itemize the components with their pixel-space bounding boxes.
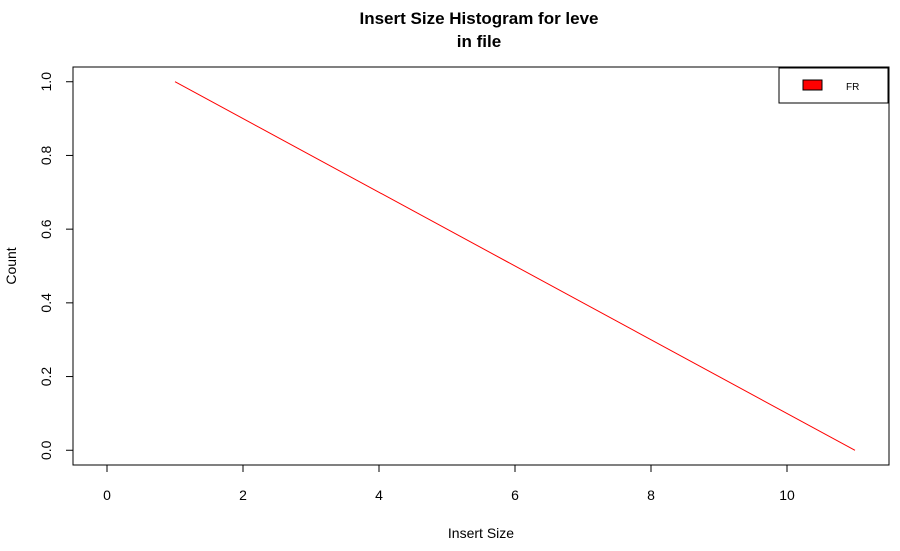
chart-title-line2: in file xyxy=(457,32,501,51)
x-tick-label: 8 xyxy=(647,487,655,503)
legend-box xyxy=(778,67,889,104)
y-axis: 0.0 0.2 0.4 0.6 0.8 1.0 xyxy=(38,72,74,460)
y-tick-label: 0.6 xyxy=(38,219,54,239)
y-axis-label: Count xyxy=(3,247,19,284)
legend-label-fr: FR xyxy=(846,82,859,93)
x-tick-label: 10 xyxy=(779,487,795,503)
series-layer xyxy=(174,81,856,451)
plot-area-frame xyxy=(72,66,890,466)
x-tick-label: 0 xyxy=(103,487,111,503)
legend: FR xyxy=(778,67,889,104)
x-tick-label: 4 xyxy=(375,487,383,503)
series-line-fr xyxy=(174,81,856,451)
y-tick-label: 0.0 xyxy=(38,440,54,460)
y-tick-label: 1.0 xyxy=(38,72,54,92)
y-tick-label: 0.4 xyxy=(38,293,54,313)
x-axis-label: Insert Size xyxy=(448,525,514,541)
x-tick-label: 2 xyxy=(239,487,247,503)
legend-swatch-fr xyxy=(802,79,823,91)
y-tick-label: 0.8 xyxy=(38,146,54,166)
chart-title-line1: Insert Size Histogram for leve xyxy=(359,9,598,28)
x-axis: 0 2 4 6 8 10 xyxy=(103,464,795,503)
y-tick-label: 0.2 xyxy=(38,367,54,387)
x-tick-label: 6 xyxy=(511,487,519,503)
